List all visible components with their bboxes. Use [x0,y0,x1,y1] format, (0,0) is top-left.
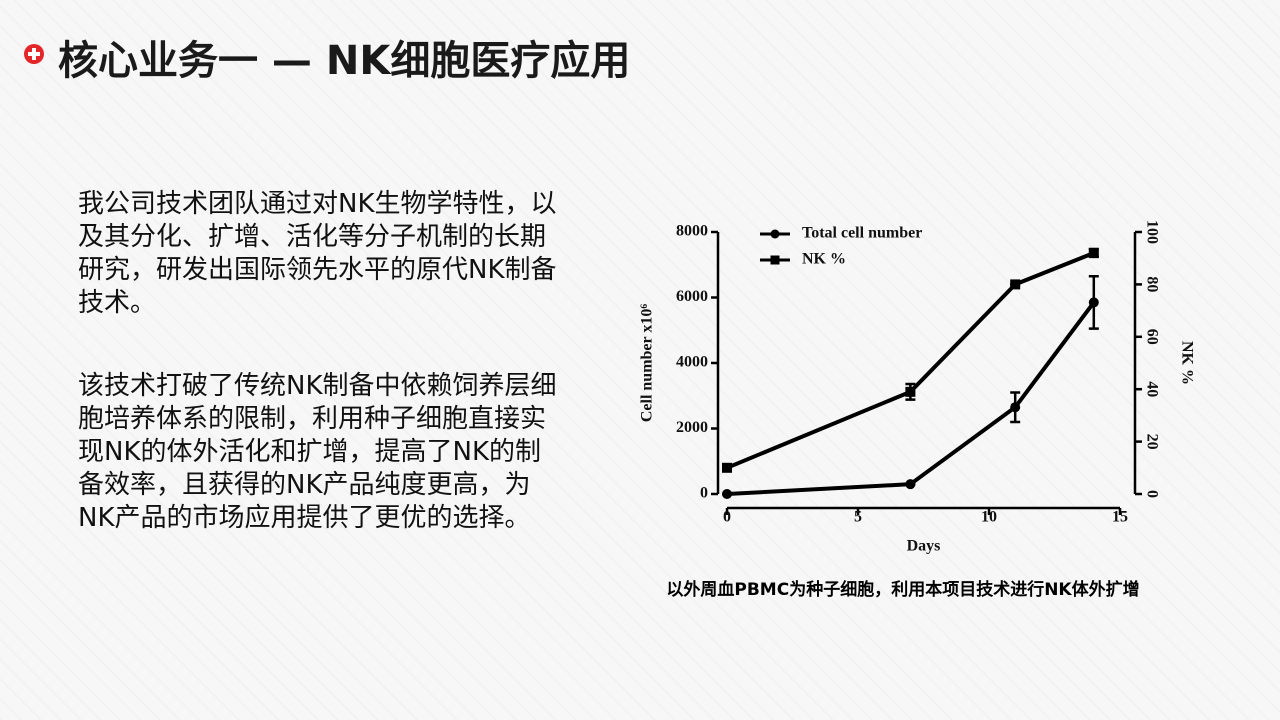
marker [722,462,732,473]
y-tick-label: 6000 [676,288,708,305]
marker [1010,279,1021,290]
marker [905,386,916,397]
y2-tick-label: 40 [1143,381,1160,397]
title-icon [24,44,44,64]
x-tick-label: 5 [854,509,862,526]
marker [1010,402,1021,413]
x-tick-label: 0 [723,509,731,526]
x-tick-label: 10 [981,509,997,526]
chart-caption: 以外周血PBMC为种子细胞，利用本项目技术进行NK体外扩增 [666,580,1140,600]
y2-tick-label: 100 [1143,220,1160,244]
marker [1088,247,1099,258]
y2-tick-label: 20 [1143,434,1160,450]
y2-axis-label: NK % [1178,341,1195,385]
legend-label: Total cell number [802,225,922,242]
series-line [726,251,1095,470]
marker [905,479,916,490]
legend-marker [770,255,780,265]
y-tick-label: 0 [700,485,708,502]
x-axis-label: Days [907,538,941,555]
x-tick-label: 15 [1112,509,1128,526]
marker [1088,297,1099,308]
paragraph: 我公司技术团队通过对NK生物学特性，以及其分化、扩增、活化等分子机制的长期研究，… [78,189,557,318]
legend-label: NK % [802,251,846,268]
y-axis-label: Cell number x10⁶ [639,304,656,422]
y-tick-label: 2000 [676,419,708,436]
legend-marker [770,229,780,239]
y2-tick-label: 0 [1143,490,1160,498]
y2-tick-label: 80 [1143,276,1160,292]
y-tick-label: 4000 [676,354,708,371]
series-line [726,301,1096,496]
title: 核心业务一 — NK细胞医疗应用 [58,38,631,84]
y-tick-label: 8000 [676,223,708,240]
marker [722,489,732,499]
paragraph: 该技术打破了传统NK制备中依赖饲养层细胞培养体系的限制，利用种子细胞直接实现NK… [78,371,557,533]
y2-tick-label: 60 [1143,329,1160,345]
